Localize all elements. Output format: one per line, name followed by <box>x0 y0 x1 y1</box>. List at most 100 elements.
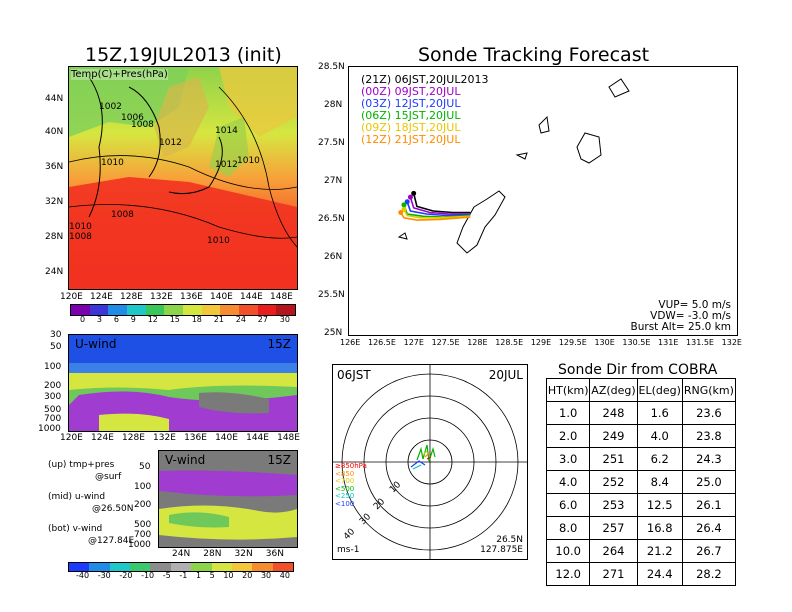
lon-tick: 130E <box>594 338 615 347</box>
colorbar-label: -1 <box>179 571 188 580</box>
colorbar-label: 24 <box>235 315 246 324</box>
legend-entry: (21Z) 06JST,20JUL2013 <box>361 73 489 86</box>
level-label: <700 <box>335 477 355 485</box>
isobar-label: 1010 <box>207 236 230 246</box>
legend-up-sub: @surf <box>95 472 122 482</box>
lat-tick: 36N <box>265 549 284 559</box>
table-header: RNG(km) <box>681 378 737 402</box>
tracking-map: (21Z) 06JST,20JUL2013 (00Z) 09JST,20JUL … <box>348 66 738 336</box>
lon-tick: 148E <box>270 292 293 302</box>
temperature-colorbar <box>70 304 296 316</box>
lon-tick: 129E <box>530 338 552 347</box>
colorbar-label: 30 <box>260 571 272 580</box>
table-cell: 8.0 <box>545 516 591 540</box>
sonde-track-line <box>400 212 471 221</box>
vdw-label: VDW= -3.0 m/s <box>650 310 731 322</box>
lon-tick: 144E <box>246 433 269 443</box>
isobar-label: 1010 <box>237 156 260 166</box>
table-cell: 6.2 <box>636 447 683 471</box>
colorbar-label: 27 <box>257 315 268 324</box>
table-cell: 249 <box>589 424 638 448</box>
colorbar-label: -40 <box>76 571 90 580</box>
range-label: 10 <box>388 480 403 495</box>
table-cell: 6.0 <box>545 493 591 517</box>
isobar-label: 1010 <box>69 222 92 232</box>
table-cell: 3.0 <box>545 447 591 471</box>
range-label: 20 <box>372 497 387 512</box>
lon-tick: 131.5E <box>686 338 714 347</box>
lon-tick: 130.5E <box>622 338 651 347</box>
lat-tick: 25.5N <box>318 290 345 300</box>
lon-tick: 128.5E <box>495 338 524 347</box>
table-cell: 2.0 <box>545 424 591 448</box>
lon-tick: 131E <box>658 338 679 347</box>
u-wind-lon-ticks: 120E 124E 128E 132E 136E 140E 144E 148E <box>60 433 300 443</box>
lon-tick: 124E <box>91 433 114 443</box>
colorbar-label: 20 <box>242 571 253 580</box>
lat-tick: 28N <box>45 232 64 242</box>
lon-tick: 126E <box>340 338 361 347</box>
isobar-label: 1012 <box>215 160 238 170</box>
table-cell: 264 <box>589 539 638 563</box>
table-header: AZ(deg) <box>589 378 638 402</box>
lon-tick: 128E <box>122 433 145 443</box>
lat-tick: 27N <box>324 176 343 186</box>
table-cell: 26.7 <box>681 539 737 563</box>
u-wind-svg <box>69 335 297 431</box>
table-row: 8.0 257 16.8 26.4 <box>545 516 737 540</box>
lat-tick: 24N <box>172 549 191 559</box>
lat-tick: 25N <box>324 328 343 338</box>
table-row: 6.0 253 12.5 26.1 <box>545 493 737 517</box>
polar-lat: 26.5N <box>496 535 523 545</box>
lon-tick: 132E <box>721 338 742 347</box>
isobar-label: 1012 <box>159 138 182 148</box>
level-label: <100 <box>335 499 355 508</box>
isobar-label: 1002 <box>99 102 122 112</box>
table-cell: 271 <box>589 562 638 586</box>
pressure-level: 200 <box>134 500 152 510</box>
level-label: ≥850hPa <box>335 462 367 470</box>
level-label: <850 <box>335 469 355 478</box>
lat-tick: 44N <box>45 94 64 104</box>
legend-bot-sub: @127.84E <box>88 536 135 546</box>
table-cell: 8.4 <box>636 470 683 494</box>
legend-entry: (03Z) 12JST,20JUL <box>361 97 461 110</box>
table-cell: 1.0 <box>545 401 591 425</box>
table-cell: 4.0 <box>636 424 683 448</box>
isobar-label: 1008 <box>111 210 134 220</box>
pressure-level: 200 <box>44 381 62 391</box>
level-legend: ≥850hPa <850 <700 <500 <250 <100 <box>335 462 367 508</box>
legend-bot: (bot) v-wind <box>48 524 103 534</box>
polar-time-left: 06JST <box>337 368 371 382</box>
sonde-track-line <box>406 201 471 217</box>
table-cell: 26.4 <box>681 516 737 540</box>
sonde-burst-point <box>404 199 410 205</box>
lat-tick: 24N <box>45 267 64 277</box>
legend-mid-sub: @26.50N <box>92 504 134 514</box>
sonde-polar-plot: 10 20 30 40 06JST 20JUL ≥850hPa <850 <70… <box>332 364 528 560</box>
table-row: 12.0 271 24.4 28.2 <box>545 562 737 586</box>
table-cell: 28.2 <box>681 562 737 586</box>
level-label: <500 <box>335 484 355 493</box>
sonde-track-line <box>403 209 471 219</box>
legend-entry: (00Z) 09JST,20JUL <box>361 85 461 98</box>
colorbar-label: 15 <box>169 315 180 324</box>
lon-tick: 136E <box>184 433 207 443</box>
pressure-level: 50 <box>139 462 151 472</box>
sonde-track-line <box>412 193 471 214</box>
lat-tick: 26N <box>324 252 343 262</box>
lat-tick: 28N <box>203 549 222 559</box>
table-cell: 12.5 <box>636 493 683 517</box>
v-wind-panel: V-wind 15Z <box>158 450 298 548</box>
v-wind-title: V-wind <box>165 453 206 467</box>
colorbar-label: 40 <box>279 571 290 580</box>
level-label: <250 <box>335 492 355 500</box>
wind-colorbar-labels: -40 -30 -20 -10 -5 -1 1 5 10 20 30 40 <box>76 571 290 580</box>
table-cell: 23.6 <box>681 401 737 425</box>
sonde-burst-point <box>401 202 407 208</box>
sonde-dir-title: Sonde Dir from COBRA <box>558 362 718 378</box>
colorbar-label: 5 <box>209 571 215 580</box>
legend-up: (up) tmp+pres <box>48 460 115 470</box>
lon-tick: 129.5E <box>558 338 587 347</box>
lat-tick: 32N <box>45 197 64 207</box>
